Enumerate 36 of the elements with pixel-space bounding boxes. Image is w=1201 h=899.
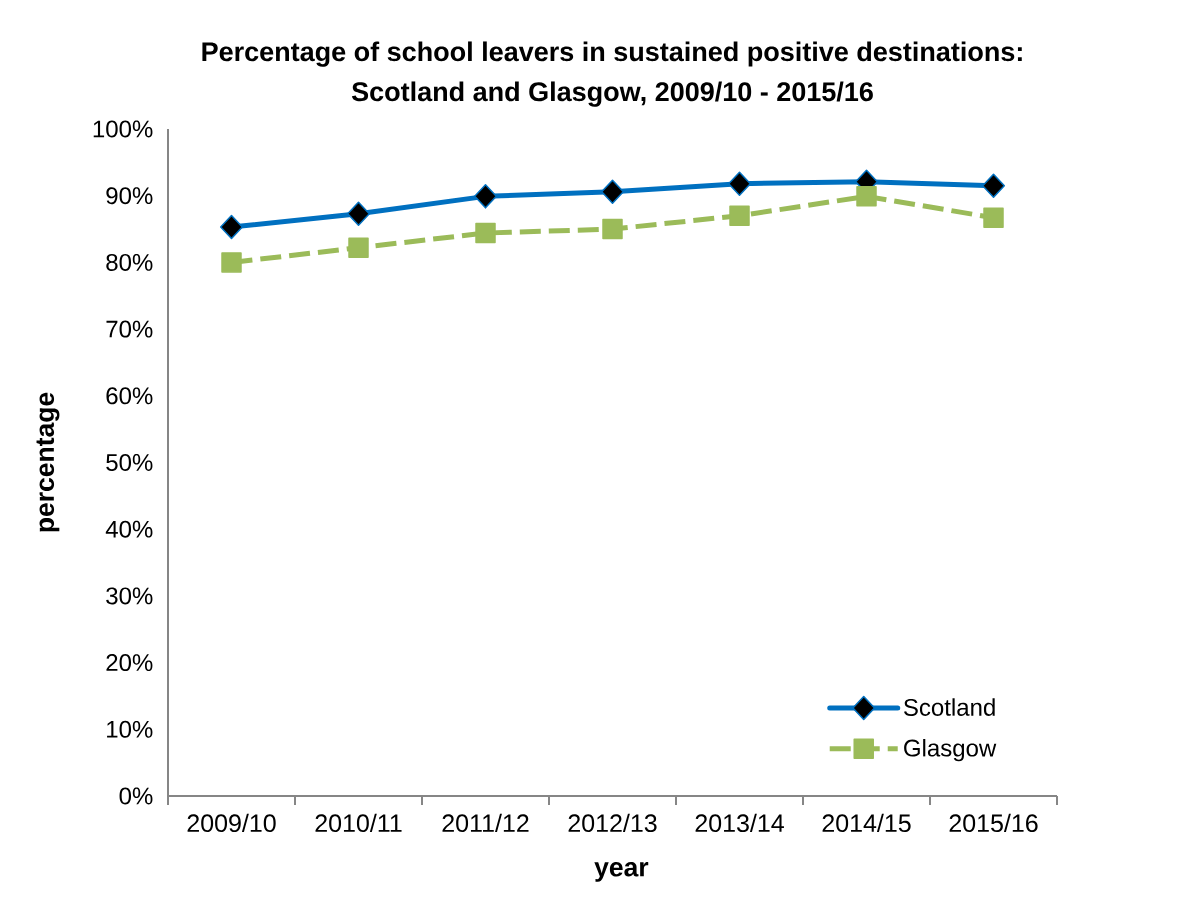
point: [983, 207, 1004, 228]
point: [219, 214, 244, 240]
y-tick-label: 20%: [106, 654, 153, 672]
x-tick-label: 2009/10: [187, 813, 276, 833]
point: [600, 179, 625, 204]
x-tick-label: 2014/15: [822, 813, 911, 833]
point: [602, 218, 623, 240]
x-tick-label: 2015/16: [949, 813, 1038, 833]
point: [348, 237, 369, 258]
x-tick-label: 2013/14: [695, 813, 784, 833]
legend-label: Scotland: [903, 698, 995, 716]
point: [729, 205, 750, 226]
legend-label: Glasgow: [904, 738, 997, 762]
y-tick-label: 90%: [106, 187, 153, 205]
point: [346, 201, 371, 226]
point: [727, 171, 752, 196]
y-tick-label: 80%: [106, 253, 153, 271]
x-axis-title: year: [594, 862, 649, 882]
point: [856, 186, 877, 207]
x-tick-label: 2011/12: [442, 813, 529, 833]
point: [221, 252, 242, 273]
y-axis-title: percentage: [36, 392, 60, 532]
y-tick-label: 40%: [105, 520, 153, 538]
point: [475, 222, 496, 244]
point: [981, 173, 1006, 198]
chart-title: Percentage of school leavers in sustained positive destinations: Scotland and Glasgow, 2009/10 - 2015/16: [202, 41, 1022, 107]
y-tick-label: 100%: [93, 120, 153, 138]
y-tick-label: 0%: [119, 787, 153, 805]
y-tick-label: 10%: [107, 720, 153, 738]
y-tick-label: 70%: [106, 320, 153, 338]
x-tick-label: 2010/11: [315, 813, 402, 833]
y-tick-label: 60%: [106, 387, 153, 405]
point: [473, 184, 498, 209]
y-tick-label: 30%: [106, 587, 153, 605]
y-tick-label: 50%: [106, 453, 153, 471]
x-tick-label: 2012/13: [568, 813, 657, 833]
